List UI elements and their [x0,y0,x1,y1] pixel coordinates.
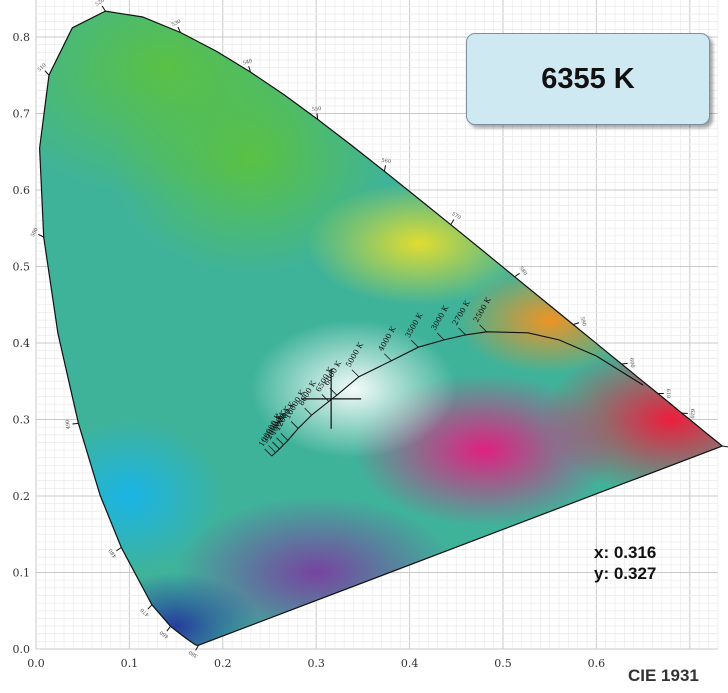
wavelength-label: 620 [689,409,696,419]
x-tick-label: 0.4 [401,657,419,670]
wavelength-label: 560 [381,158,391,165]
wavelength-tick [722,445,728,448]
y-tick-label: 0.1 [13,567,31,580]
wavelength-label: 530 [171,19,182,28]
wavelength-label: 500 [30,227,40,238]
wavelength-label: 590 [579,316,588,327]
x-tick-label: 0.3 [307,657,325,670]
wavelength-tick [166,625,171,632]
white-point-marker [301,368,362,429]
x-tick-label: 0.6 [588,657,606,670]
wavelength-label: 550 [312,106,322,113]
wavelength-tick [450,219,455,225]
y-tick-label: 0.7 [13,108,31,121]
y-tick-label: 0.4 [13,337,31,350]
y-tick-label: 0.0 [13,643,31,656]
wavelength-tick [177,26,181,33]
wavelength-tick [316,113,319,120]
wavelength-label: 600 [628,358,635,368]
wavelength-label: 480 [108,547,118,558]
cct-tick [264,448,273,457]
x-tick-label: 0.0 [27,657,45,670]
wavelength-tick [44,70,50,76]
cct-value: 6355 K [541,62,635,95]
wavelength-label: 460 [159,629,170,640]
y-coordinate-readout: y: 0.327 [594,564,657,583]
cct-tick [411,339,419,348]
wavelength-tick [383,165,386,172]
cct-tick [280,433,289,441]
wavelength-tick [116,547,122,552]
planckian-locus-line [271,331,644,457]
wavelength-tick [72,422,79,425]
wavelength-tick [514,272,520,278]
cie-1931-caption: CIE 1931 [628,666,699,685]
wavelength-tick [621,362,628,365]
wavelength-label: 490 [65,419,72,429]
wavelength-label: 570 [450,211,461,221]
cct-tick [304,407,312,416]
wavelength-label: 580 [518,265,528,276]
wavelength-label: 510 [37,62,48,73]
cct-tick [276,437,284,445]
wavelength-tick [195,644,200,651]
cct-tick [479,324,487,333]
wavelength-label: 540 [242,58,253,66]
cct-tick [268,445,276,453]
wavelength-tick [38,233,44,238]
wavelength-tick [147,604,153,610]
y-tick-label: 0.3 [13,414,31,427]
wavelength-tick [573,322,580,325]
wavelength-label: 520 [94,0,105,8]
y-tick-label: 0.6 [13,184,31,197]
spectral-locus: 380 460 470 480 490 500 510 520 530 540 550 560 570 5… [30,0,728,659]
cct-tick [458,327,466,336]
x-tick-label: 0.2 [214,657,232,670]
y-tick-label: 0.2 [13,490,31,503]
wavelength-label: 470 [140,607,151,618]
x-tick-label: 0.5 [494,657,512,670]
cct-tick [436,332,445,341]
cct-tick [384,353,392,362]
x-coordinate-readout: x: 0.316 [594,543,657,562]
y-tick-label: 0.5 [13,261,31,274]
axes: 0.0 0.1 0.2 0.3 0.4 0.5 0.6 0.0 0.1 0.2 0.3 0.4 0.5 0… [13,31,606,670]
cct-tick [321,394,330,402]
cct-tick [351,369,360,378]
cct-readout-box: 6355 K [466,33,710,125]
y-tick-label: 0.8 [13,31,31,44]
cct-tick [272,441,280,450]
wavelength-tick [248,66,251,73]
wavelength-tick [101,5,106,12]
x-tick-label: 0.1 [121,657,139,670]
wavelength-label: 610 [665,389,671,399]
cct-tick [290,421,299,429]
wavelength-label: 380 [188,649,199,659]
color-region [250,320,457,458]
